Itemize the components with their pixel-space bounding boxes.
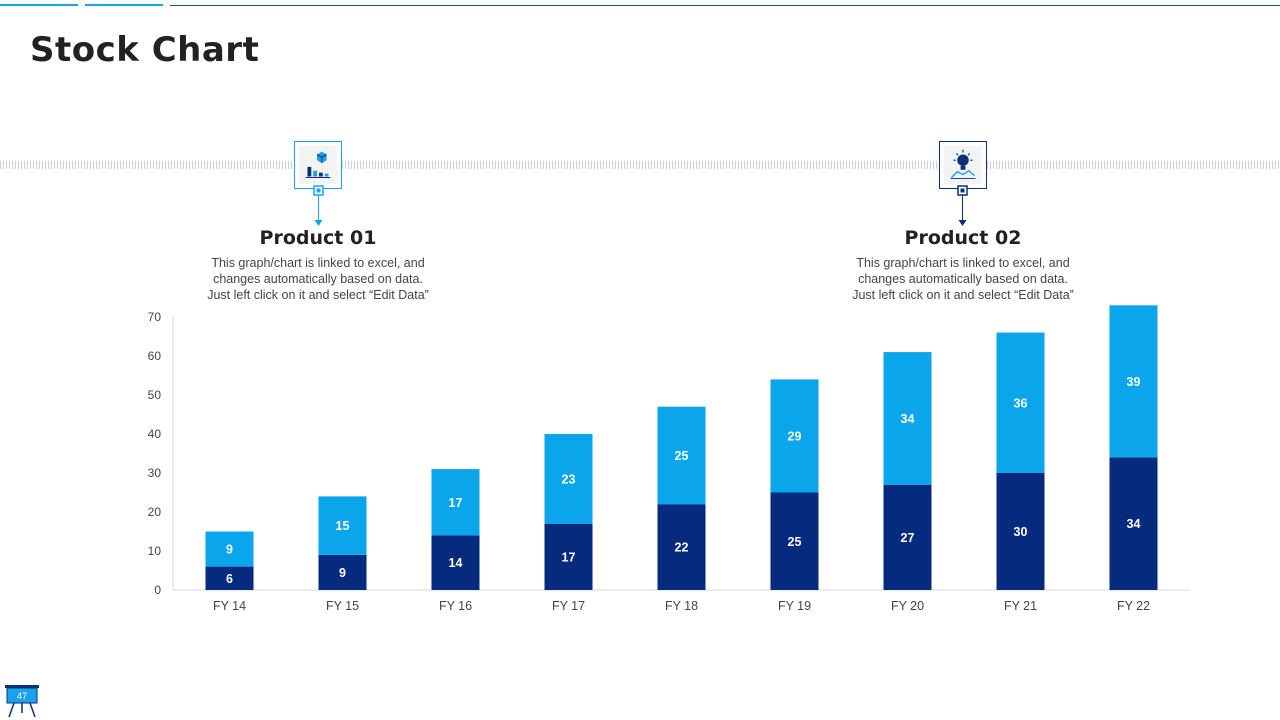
data-label: 29 <box>788 429 802 443</box>
data-label: 17 <box>562 550 576 564</box>
x-tick-label: FY 18 <box>665 599 698 613</box>
bar-segment <box>996 332 1045 473</box>
data-label: 34 <box>1127 517 1141 531</box>
bar-segment <box>431 469 480 536</box>
y-tick-label: 0 <box>154 583 161 597</box>
bar-segment <box>883 352 932 485</box>
product-02-desc-line-2: changes automatically based on data. <box>858 272 1068 286</box>
data-label: 39 <box>1127 375 1141 389</box>
x-tick-label: FY 20 <box>891 599 924 613</box>
y-tick-label: 40 <box>148 427 162 441</box>
data-label: 23 <box>562 472 576 486</box>
stacked-bar-chart: 0 10 20 30 40 50 60 70 6 9 FY 14 9 15 FY 15 14 17 FY 16 1… <box>148 305 1190 613</box>
data-label: 34 <box>901 412 915 426</box>
x-tick-label: FY 15 <box>326 599 359 613</box>
product-02-description: This graph/chart is linked to excel, and… <box>813 255 1113 303</box>
x-tick-label: FY 16 <box>439 599 472 613</box>
y-tick-label: 50 <box>148 388 162 402</box>
bar-segment <box>657 504 706 590</box>
x-tick-label: FY 17 <box>552 599 585 613</box>
product-01-description: This graph/chart is linked to excel, and… <box>168 255 468 303</box>
data-label: 14 <box>449 556 463 570</box>
presentation-board-icon: 47 <box>5 685 39 718</box>
product-02-desc-line-3: Just left click on it and select “Edit D… <box>852 288 1074 302</box>
product-01-connector <box>313 185 324 226</box>
timeline-band <box>0 161 1280 169</box>
bar-segment <box>883 484 932 590</box>
y-tick-label: 10 <box>148 544 162 558</box>
bar-segment <box>205 566 254 590</box>
product-01-desc-line-2: changes automatically based on data. <box>213 272 423 286</box>
x-tick-label: FY 14 <box>213 599 246 613</box>
slide-number: 47 <box>17 691 27 701</box>
data-label: 30 <box>1014 525 1028 539</box>
x-tick-label: FY 21 <box>1004 599 1037 613</box>
product-02-title: Product 02 <box>904 227 1022 249</box>
bar-segment <box>544 523 593 590</box>
bar-segment <box>544 434 593 524</box>
data-label: 36 <box>1014 396 1028 410</box>
analytics-cube-icon <box>294 141 342 189</box>
x-tick-label: FY 19 <box>778 599 811 613</box>
data-label: 15 <box>336 519 350 533</box>
product-02-connector <box>957 185 968 226</box>
lightbulb-idea-icon <box>939 141 987 189</box>
y-tick-label: 30 <box>148 466 162 480</box>
product-01-desc-line-3: Just left click on it and select “Edit D… <box>207 288 429 302</box>
bar-segment <box>770 492 819 590</box>
bar-segment <box>318 496 367 555</box>
bar-segment <box>431 535 480 590</box>
bar-segment <box>1109 457 1158 590</box>
y-tick-label: 20 <box>148 505 162 519</box>
data-label: 25 <box>675 449 689 463</box>
bar-segment <box>996 473 1045 590</box>
y-tick-label: 70 <box>148 310 162 324</box>
data-label: 27 <box>901 531 915 545</box>
top-accent-bar-1 <box>0 4 78 6</box>
data-label: 22 <box>675 541 689 555</box>
data-label: 9 <box>226 543 233 557</box>
x-tick-label: FY 22 <box>1117 599 1150 613</box>
top-rule <box>170 5 1280 6</box>
data-label: 17 <box>449 496 463 510</box>
data-label: 25 <box>788 535 802 549</box>
bar-segment <box>318 554 367 590</box>
data-label: 9 <box>339 566 346 580</box>
product-01-desc-line-1: This graph/chart is linked to excel, and <box>211 256 425 270</box>
data-label: 6 <box>226 572 233 586</box>
bar-segment <box>1109 305 1158 458</box>
page-title: Stock Chart <box>30 30 260 70</box>
bar-segment <box>657 406 706 505</box>
bar-segment <box>770 379 819 493</box>
top-accent-bar-2 <box>85 4 163 6</box>
y-tick-label: 60 <box>148 349 162 363</box>
bar-segment <box>205 531 254 567</box>
product-01-title: Product 01 <box>259 227 377 249</box>
product-02-desc-line-1: This graph/chart is linked to excel, and <box>856 256 1070 270</box>
